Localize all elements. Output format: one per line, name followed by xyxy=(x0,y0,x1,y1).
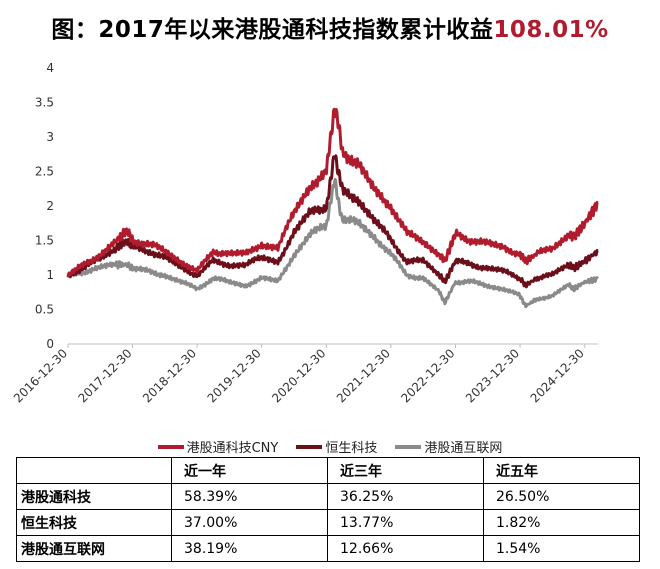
table-cell: 1.54% xyxy=(483,535,640,562)
x-tick-label: 2017-12-30 xyxy=(75,346,134,405)
legend-swatch-series-3 xyxy=(395,444,422,449)
table-cell: 13.77% xyxy=(327,509,484,536)
table-header-cell: 近五年 xyxy=(483,457,640,484)
x-tick-label: 2024-12-30 xyxy=(528,346,587,405)
legend-item-series-2: 恒生科技 xyxy=(296,437,377,456)
table-row: 港股通互联网 38.19% 12.66% 1.54% xyxy=(16,535,640,562)
y-tick-label: 1 xyxy=(46,268,54,282)
x-tick-label: 2020-12-30 xyxy=(269,346,328,405)
series-line-3 xyxy=(66,177,599,309)
legend-label-series-2: 恒生科技 xyxy=(325,441,378,456)
table-header-row: 近一年 近三年 近五年 xyxy=(16,457,640,484)
table-cell: 26.50% xyxy=(483,483,640,510)
table-cell: 36.25% xyxy=(327,483,484,510)
y-tick-label: 3 xyxy=(46,130,54,144)
x-tick-label: 2023-12-30 xyxy=(463,346,522,405)
table-row-label: 港股通互联网 xyxy=(16,535,172,562)
x-tick-label: 2016-12-30 xyxy=(11,346,70,405)
table-row: 恒生科技 37.00% 13.77% 1.82% xyxy=(16,509,640,536)
series-line-1 xyxy=(66,107,599,278)
table-cell: 1.82% xyxy=(483,509,640,536)
table-row-label: 港股通科技 xyxy=(16,483,172,510)
legend-label-series-3: 港股通互联网 xyxy=(424,441,503,456)
table-row-label: 恒生科技 xyxy=(16,509,172,536)
table-header-cell: 近三年 xyxy=(327,457,484,484)
legend-swatch-series-1 xyxy=(157,444,184,449)
chart-legend: 港股通科技CNY 恒生科技 港股通互联网 xyxy=(0,437,660,456)
table-cell: 12.66% xyxy=(327,535,484,562)
y-tick-label: 2.5 xyxy=(35,165,54,179)
y-tick-label: 4 xyxy=(46,61,54,75)
chart-title: 图：2017年以来港股通科技指数累计收益108.01% xyxy=(0,10,660,44)
x-tick-label: 2019-12-30 xyxy=(205,346,264,405)
table-cell: 37.00% xyxy=(171,509,328,536)
y-tick-label: 2 xyxy=(46,199,54,213)
x-tick-label: 2021-12-30 xyxy=(334,346,393,405)
table-row: 港股通科技 58.39% 36.25% 26.50% xyxy=(16,483,640,510)
x-tick-label: 2022-12-30 xyxy=(398,346,457,405)
y-tick-label: 0.5 xyxy=(35,303,54,317)
y-tick-label: 0 xyxy=(46,337,54,351)
table-header-cell: 近一年 xyxy=(171,457,328,484)
x-tick-label: 2018-12-30 xyxy=(140,346,199,405)
title-prefix: 图：2017年以来港股通科技指数累计收益 xyxy=(51,17,494,43)
legend-label-series-1: 港股通科技CNY xyxy=(186,441,279,456)
legend-swatch-series-2 xyxy=(296,444,323,449)
table-header-cell xyxy=(16,457,172,484)
y-tick-label: 3.5 xyxy=(35,96,54,110)
legend-item-series-3: 港股通互联网 xyxy=(395,437,502,456)
series-line-2 xyxy=(66,154,599,289)
table-cell: 58.39% xyxy=(171,483,328,510)
performance-table: 近一年 近三年 近五年 港股通科技 58.39% 36.25% 26.50% 恒… xyxy=(16,457,640,562)
title-highlight: 108.01% xyxy=(493,17,609,43)
legend-item-series-1: 港股通科技CNY xyxy=(157,437,279,456)
y-tick-label: 1.5 xyxy=(35,234,54,248)
table-cell: 38.19% xyxy=(171,535,328,562)
